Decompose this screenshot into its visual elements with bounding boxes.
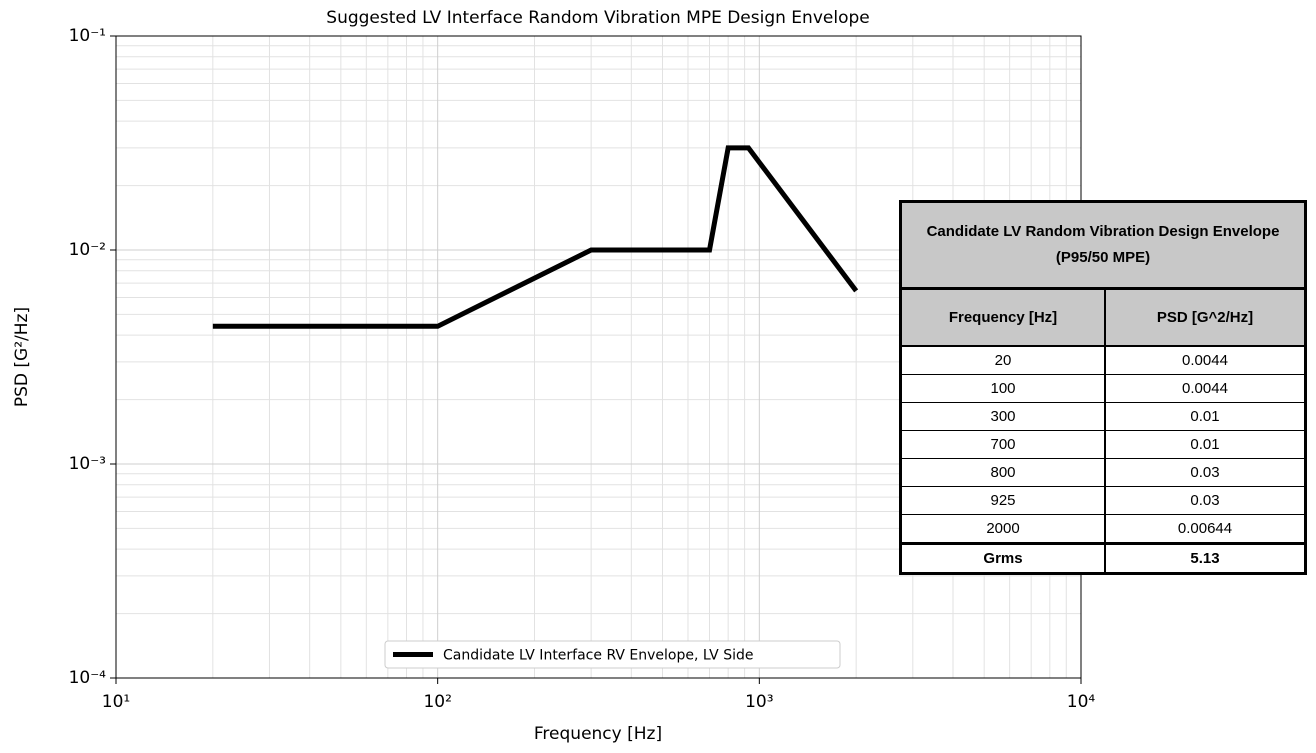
table-cell: 0.03 (1104, 458, 1306, 487)
series-line (212, 145, 859, 329)
table-row: Grms 5.13 (900, 542, 1306, 574)
table-cell: 0.0044 (1104, 345, 1306, 375)
psd-table: Candidate LV Random Vibration Design Env… (899, 200, 1307, 575)
table-row: 100 0.0044 (900, 374, 1306, 403)
table-cell: 300 (900, 402, 1106, 431)
table-row: 300 0.01 (900, 402, 1306, 431)
table-cell: 2000 (900, 514, 1106, 544)
x-axis-label: Frequency [Hz] (534, 724, 662, 744)
table-cell: 800 (900, 458, 1106, 487)
table-row: 2000 0.00644 (900, 514, 1306, 544)
x-tick-label: 10³ (745, 692, 773, 712)
table-cell: 20 (900, 345, 1106, 375)
y-axis-label: PSD [G²/Hz] (12, 307, 32, 407)
y-tick-label: 10⁻³ (69, 454, 106, 474)
table-cell: Frequency [Hz] (900, 288, 1106, 347)
y-tick-label: 10⁻² (69, 240, 106, 260)
legend-box (384, 640, 841, 669)
table-cell: 0.00644 (1104, 514, 1306, 544)
y-tick-label: 10⁻¹ (69, 26, 106, 46)
table-row: 800 0.03 (900, 458, 1306, 487)
table-cell: 925 (900, 486, 1106, 515)
table-cell: Grms (900, 542, 1106, 574)
legend-label: Candidate LV Interface RV Envelope, LV S… (443, 648, 753, 664)
x-tick-label: 10⁴ (1067, 692, 1096, 712)
table-row: 700 0.01 (900, 430, 1306, 459)
table-row: Frequency [Hz] PSD [G^2/Hz] (900, 288, 1306, 347)
table-row: 925 0.03 (900, 486, 1306, 515)
table-cell: 0.01 (1104, 402, 1306, 431)
y-tick-label: 10⁻⁴ (69, 668, 107, 688)
chart-title: Suggested LV Interface Random Vibration … (326, 8, 869, 28)
table-cell: Candidate LV Random Vibration Design Env… (900, 201, 1307, 290)
table-cell: 0.0044 (1104, 374, 1306, 403)
table-cell: 5.13 (1104, 542, 1306, 574)
x-tick-label: 10¹ (102, 692, 130, 712)
x-tick-label: 10² (423, 692, 451, 712)
table-cell: 0.01 (1104, 430, 1306, 459)
table-cell: 700 (900, 430, 1106, 459)
table-row: 20 0.0044 (900, 345, 1306, 375)
table-cell: 100 (900, 374, 1106, 403)
table-cell: PSD [G^2/Hz] (1104, 288, 1306, 347)
table-cell: 0.03 (1104, 486, 1306, 515)
table-row: Candidate LV Random Vibration Design Env… (900, 201, 1307, 290)
